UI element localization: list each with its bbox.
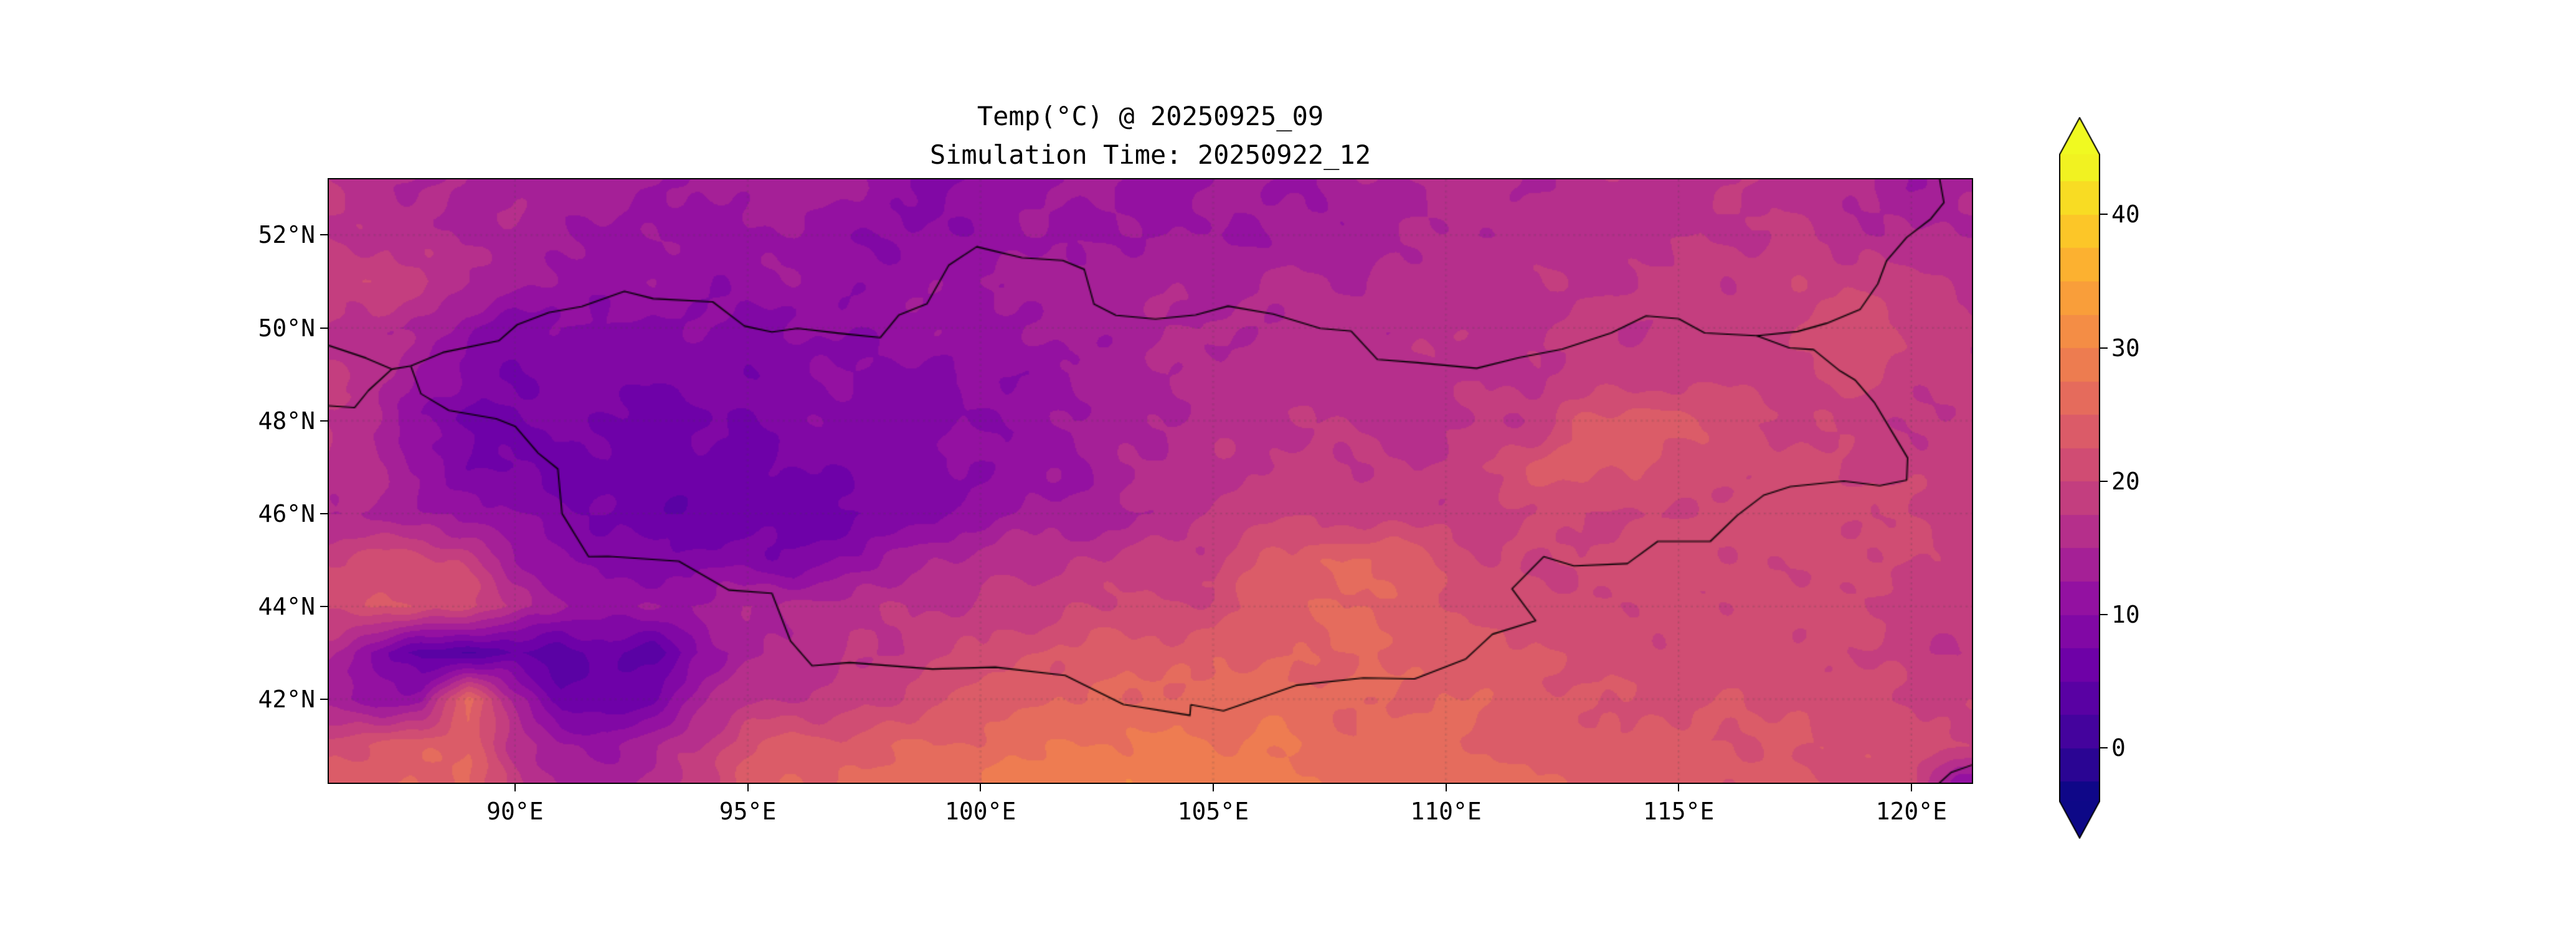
x-tick-label: 105°E: [1177, 798, 1249, 825]
x-tick-mark: [1212, 784, 1214, 791]
x-tick-mark: [1678, 784, 1680, 791]
colorbar-tick-mark: [2100, 214, 2108, 215]
y-tick-label: 46°N: [258, 499, 315, 527]
colorbar-canvas: [2059, 117, 2100, 839]
colorbar-tick-label: 20: [2111, 467, 2140, 495]
title-line-2: Simulation Time: 20250922_12: [929, 139, 1371, 170]
x-tick-label: 110°E: [1410, 798, 1482, 825]
colorbar-tick-mark: [2100, 747, 2108, 749]
x-tick-label: 95°E: [719, 798, 777, 825]
y-tick-label: 52°N: [258, 221, 315, 249]
y-tick-mark: [320, 327, 328, 329]
y-tick-mark: [320, 605, 328, 607]
colorbar-tick-label: 40: [2111, 200, 2140, 229]
colorbar: [2059, 117, 2100, 839]
chart-title: Temp(°C) @ 20250925_09 Simulation Time: …: [329, 97, 1972, 174]
x-tick-label: 120°E: [1875, 798, 1948, 825]
y-tick-label: 42°N: [258, 685, 315, 713]
title-line-1: Temp(°C) @ 20250925_09: [977, 101, 1324, 131]
x-tick-label: 115°E: [1642, 798, 1715, 825]
colorbar-tick-mark: [2100, 480, 2108, 482]
y-tick-label: 50°N: [258, 314, 315, 342]
y-tick-label: 44°N: [258, 592, 315, 620]
x-tick-label: 90°E: [486, 798, 544, 825]
x-tick-mark: [980, 784, 982, 791]
temperature-field-canvas: [329, 179, 1972, 783]
y-tick-mark: [320, 698, 328, 700]
x-tick-mark: [1910, 784, 1912, 791]
colorbar-tick-label: 30: [2111, 334, 2140, 362]
colorbar-tick-label: 0: [2111, 734, 2126, 762]
x-tick-label: 100°E: [945, 798, 1016, 825]
y-tick-label: 48°N: [258, 407, 315, 435]
map-plot-area: [328, 178, 1973, 784]
x-tick-mark: [1445, 784, 1447, 791]
y-tick-mark: [320, 420, 328, 422]
y-tick-mark: [320, 234, 328, 236]
colorbar-tick-label: 10: [2111, 601, 2140, 629]
colorbar-tick-mark: [2100, 614, 2108, 616]
colorbar-tick-mark: [2100, 347, 2108, 349]
y-tick-mark: [320, 512, 328, 514]
x-tick-mark: [747, 784, 749, 791]
x-tick-mark: [514, 784, 516, 791]
